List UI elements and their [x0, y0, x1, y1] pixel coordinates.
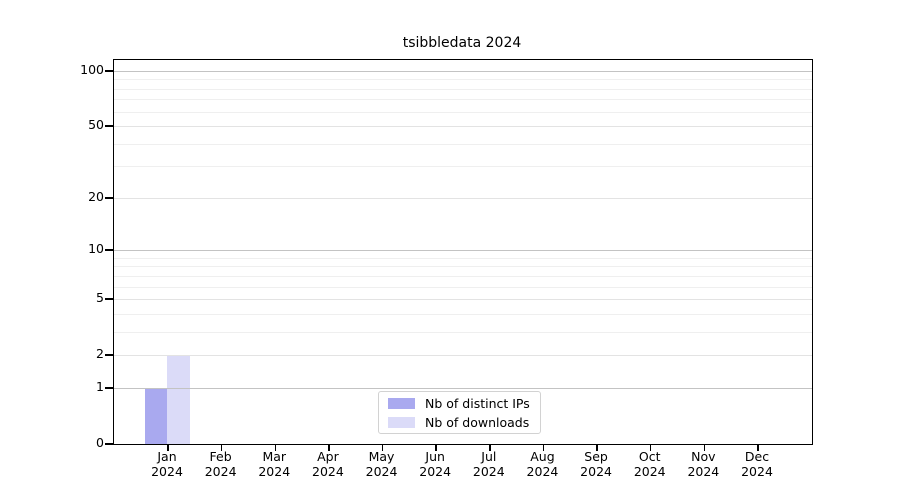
y-tick: [105, 443, 113, 445]
x-tick: [596, 445, 598, 451]
minor-gridline: [114, 111, 812, 113]
x-tick-label: Apr 2024: [312, 449, 344, 479]
y-tick: [105, 197, 113, 199]
legend-label-downloads: Nb of downloads: [425, 414, 530, 430]
x-tick-label: Nov 2024: [687, 449, 720, 479]
minor-gridline: [114, 257, 812, 259]
y-tick-label: 50: [88, 117, 104, 133]
major-gridline: [114, 197, 812, 199]
minor-gridline: [114, 79, 812, 81]
y-tick: [105, 249, 113, 251]
major-gridline: [114, 299, 812, 301]
y-tick: [105, 298, 113, 300]
x-tick: [542, 445, 545, 451]
minor-gridline: [114, 99, 812, 101]
minor-gridline: [114, 88, 812, 90]
minor-gridline: [114, 331, 812, 333]
x-tick: [328, 445, 330, 451]
minor-gridline: [114, 286, 812, 288]
decade-gridline: [114, 71, 812, 72]
x-tick-label: Aug 2024: [526, 449, 559, 479]
x-tick: [435, 445, 437, 451]
decade-gridline: [114, 387, 812, 389]
x-tick-label: May 2024: [365, 449, 398, 479]
x-tick-label: Jul 2024: [472, 449, 505, 479]
x-tick: [274, 445, 277, 451]
minor-gridline: [114, 166, 812, 168]
y-tick-label: 100: [80, 62, 104, 77]
minor-gridline: [114, 275, 812, 277]
x-tick-label: Feb 2024: [204, 449, 237, 479]
bar-distinct-ips: [144, 387, 167, 444]
y-tick-label: 2: [96, 346, 104, 362]
major-gridline: [114, 355, 812, 357]
minor-gridline: [114, 143, 812, 145]
legend-label-distinct-ips: Nb of distinct IPs: [425, 395, 530, 411]
x-tick: [381, 445, 384, 451]
legend-swatch-downloads: [388, 416, 415, 428]
chart-title: tsibbledata 2024: [402, 35, 522, 51]
x-tick: [220, 445, 223, 451]
x-tick: [167, 445, 169, 451]
legend-swatch-distinct-ips: [388, 397, 415, 409]
bar-downloads: [167, 355, 190, 444]
y-tick: [105, 125, 113, 127]
y-tick-label: 20: [88, 188, 104, 204]
y-tick: [105, 354, 113, 356]
x-tick-label: Sep 2024: [580, 449, 612, 479]
minor-gridline: [114, 313, 812, 315]
x-tick: [489, 445, 491, 451]
y-tick: [105, 70, 113, 72]
x-tick: [703, 445, 706, 451]
x-tick-label: Jun 2024: [419, 449, 452, 479]
y-tick-label: 0: [96, 435, 104, 450]
legend-item-distinct-ips: Nb of distinct IPs: [388, 396, 532, 411]
y-tick-label: 10: [88, 241, 104, 257]
x-tick-label: Oct 2024: [633, 449, 666, 479]
x-tick-label: Mar 2024: [258, 449, 291, 479]
y-tick-label: 1: [96, 378, 104, 394]
x-tick-label: Dec 2024: [741, 449, 773, 479]
decade-gridline: [114, 250, 812, 252]
legend-item-downloads: Nb of downloads: [388, 415, 532, 430]
major-gridline: [114, 126, 812, 128]
x-tick-label: Jan 2024: [151, 449, 183, 479]
y-tick: [105, 387, 113, 389]
minor-gridline: [114, 266, 812, 268]
plot-area: [105, 59, 813, 451]
legend: Nb of distinct IPs Nb of downloads: [378, 391, 541, 434]
x-tick: [649, 445, 652, 451]
x-tick: [757, 445, 759, 451]
y-tick-label: 5: [96, 290, 104, 306]
